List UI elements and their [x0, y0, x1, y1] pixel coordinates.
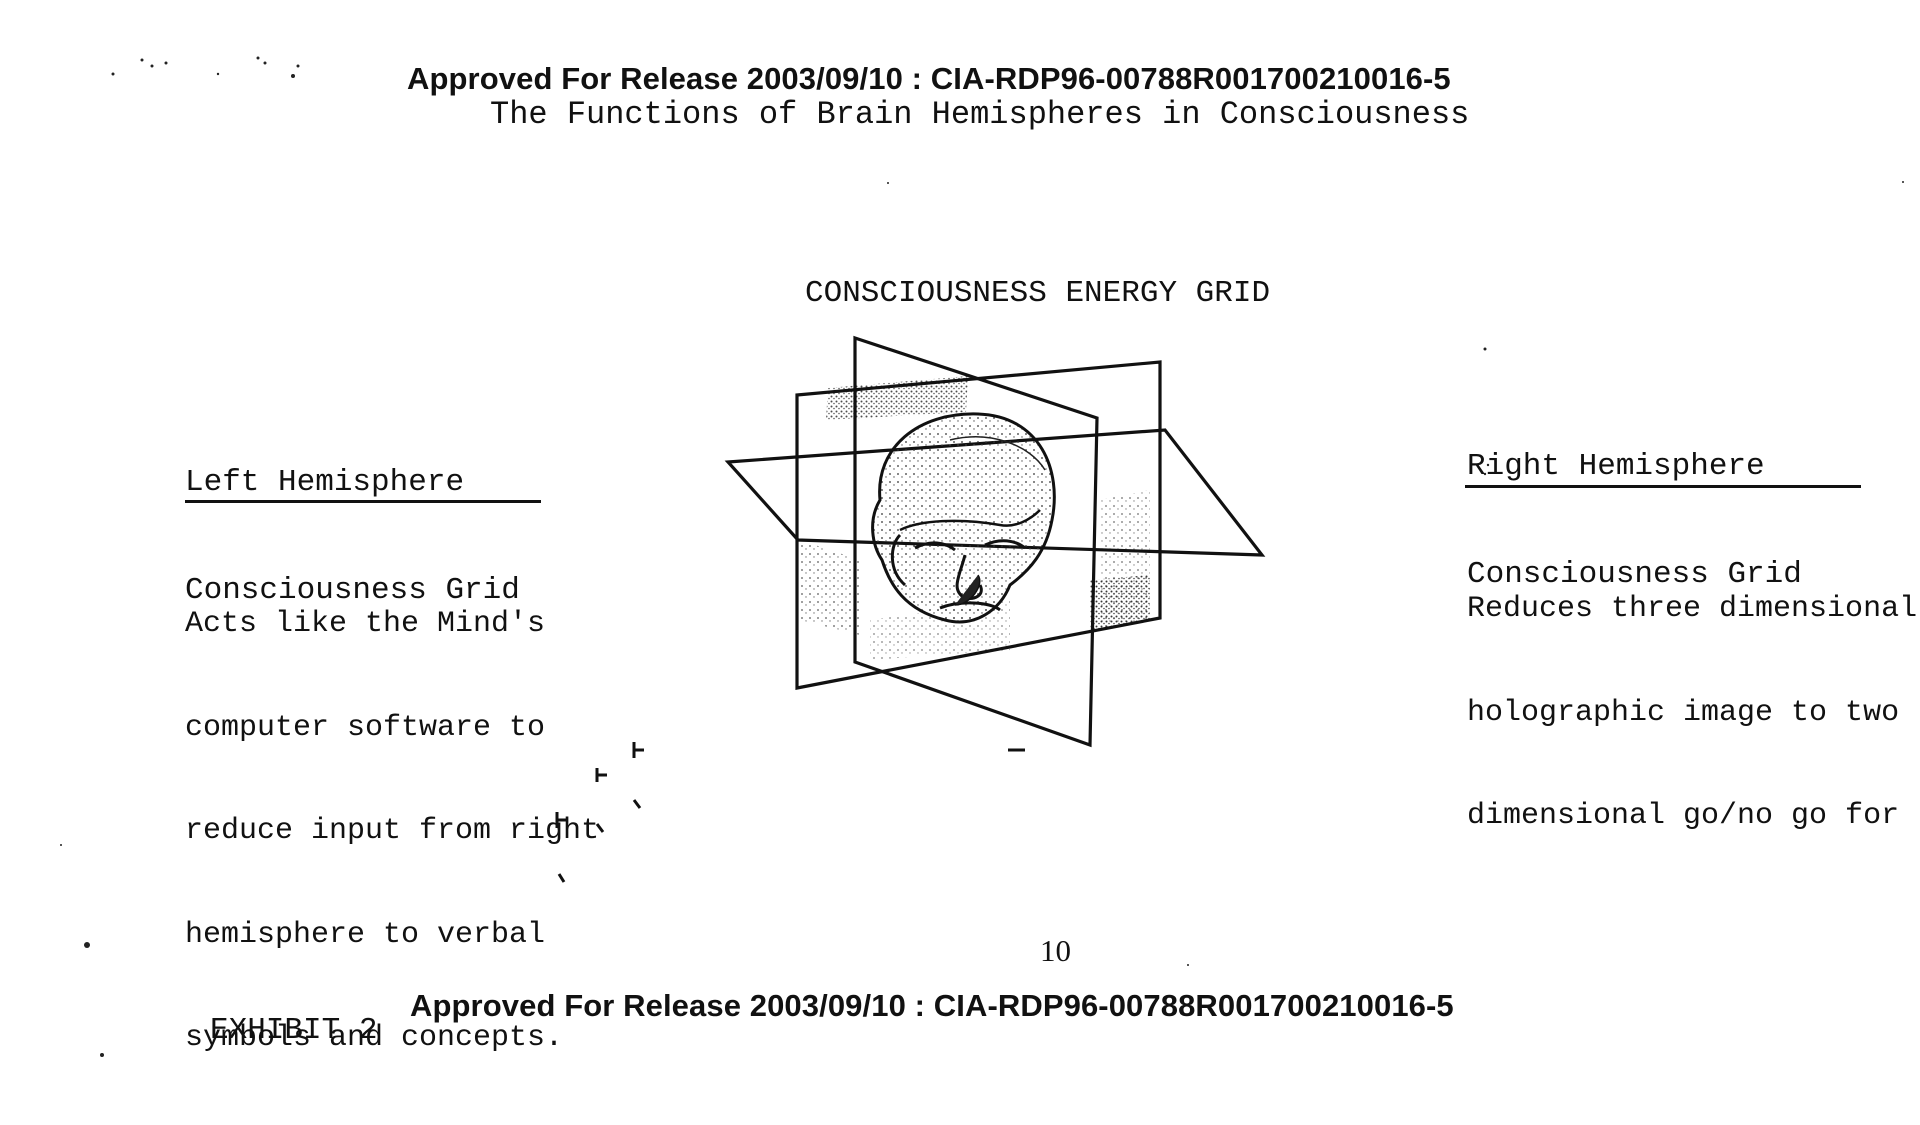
stipple-shade [800, 540, 860, 635]
stipple-shade [826, 376, 968, 420]
left-hemisphere-description: Acts like the Mind's computer software t… [185, 538, 599, 1125]
right-body-line: dimensional go/no go for [1467, 799, 1900, 833]
left-divider [185, 500, 541, 503]
stipple-shade [1090, 575, 1150, 630]
document-title: The Functions of Brain Hemispheres in Co… [490, 96, 1470, 133]
right-hemisphere-heading: Right Hemisphere Consciousness Grid [1467, 377, 1802, 665]
left-body-line: hemisphere to verbal [185, 917, 546, 952]
right-divider [1465, 485, 1861, 488]
right-hemisphere-description: Reduces three dimensional holographic im… [1467, 523, 1920, 903]
right-heading-line: Right Hemisphere [1467, 449, 1765, 484]
head-icon [871, 412, 1056, 624]
consciousness-grid-diagram [724, 335, 1266, 752]
page-number: 10 [1040, 933, 1071, 968]
exhibit-label: EXHIBIT 2 [210, 1013, 378, 1048]
left-body-line: computer software to [185, 710, 546, 745]
left-body-line: reduce input from right [185, 814, 600, 848]
header-release-stamp: Approved For Release 2003/09/10 : CIA-RD… [407, 61, 1451, 96]
left-body-line: symbols and concepts. [185, 1021, 564, 1055]
right-body-line: Reduces three dimensional [1467, 592, 1918, 626]
figure-title: CONSCIOUSNESS ENERGY GRID [805, 276, 1271, 311]
right-heading-line: Consciousness Grid [1467, 557, 1802, 592]
left-body-line: Acts like the Mind's [185, 607, 546, 641]
frontal-plane [795, 360, 1162, 690]
left-heading-line: Left Hemisphere [185, 465, 465, 500]
document-page: Approved For Release 2003/09/10 : CIA-RD… [60, 56, 1920, 1057]
left-heading-line: Consciousness Grid [185, 573, 520, 608]
scan-specks [60, 56, 1904, 1057]
footer-release-stamp: Approved For Release 2003/09/10 : CIA-RD… [410, 988, 1454, 1023]
right-body-line: holographic image to two [1467, 695, 1900, 730]
left-hemisphere-heading: Left Hemisphere Consciousness Grid [185, 393, 520, 681]
sagittal-plane [853, 335, 1099, 748]
